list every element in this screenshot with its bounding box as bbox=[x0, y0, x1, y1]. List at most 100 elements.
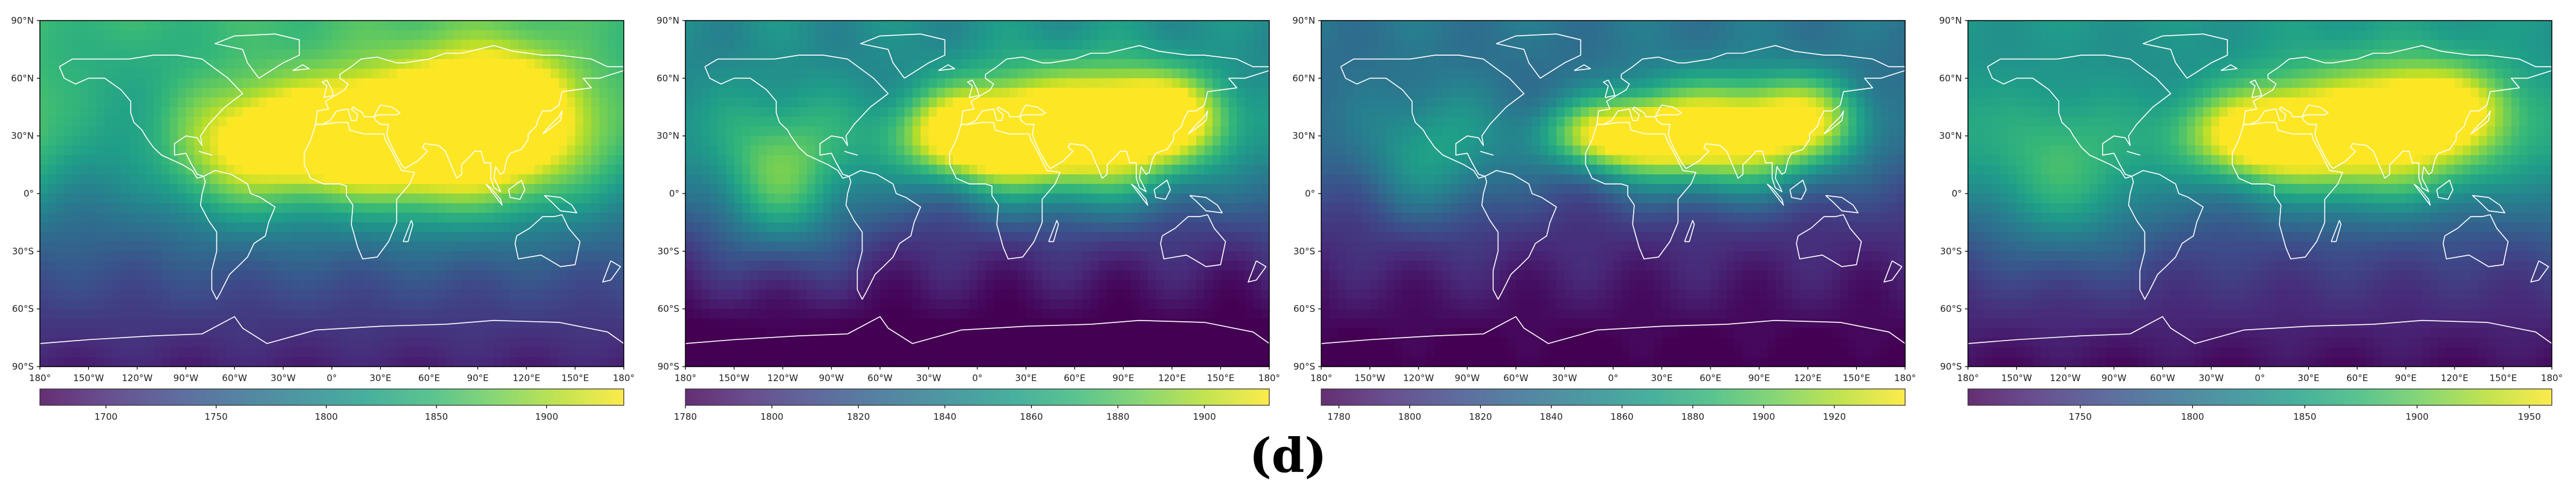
heatmap-cell bbox=[242, 280, 251, 290]
heatmap-cell bbox=[896, 97, 905, 108]
heatmap-cell bbox=[921, 88, 930, 98]
heatmap-cell bbox=[855, 126, 864, 137]
heatmap-cell bbox=[783, 299, 792, 310]
heatmap-cell bbox=[904, 135, 913, 146]
heatmap-cell bbox=[798, 328, 807, 338]
heatmap-cell bbox=[372, 165, 381, 175]
heatmap-cell bbox=[1123, 251, 1132, 261]
heatmap-cell bbox=[494, 39, 503, 50]
heatmap-cell bbox=[421, 78, 430, 88]
heatmap-cell bbox=[242, 165, 251, 175]
heatmap-cell bbox=[453, 135, 462, 146]
heatmap-cell bbox=[1099, 68, 1108, 79]
heatmap-cell bbox=[518, 347, 527, 358]
heatmap-cell bbox=[1261, 116, 1270, 127]
heatmap-cell bbox=[734, 30, 743, 41]
heatmap-cell bbox=[218, 174, 227, 184]
heatmap-cell bbox=[340, 107, 349, 117]
heatmap-cell bbox=[607, 338, 616, 348]
heatmap-cell bbox=[372, 194, 381, 204]
heatmap-cell bbox=[693, 184, 702, 194]
heatmap-cell bbox=[1237, 203, 1246, 214]
heatmap-cell bbox=[1204, 68, 1213, 79]
heatmap-cell bbox=[202, 251, 211, 261]
heatmap-cell bbox=[872, 165, 881, 175]
heatmap-cell bbox=[1034, 126, 1043, 137]
heatmap-cell bbox=[558, 338, 568, 348]
heatmap-cell bbox=[388, 107, 397, 117]
heatmap-cell bbox=[299, 241, 308, 252]
heatmap-cell bbox=[429, 68, 438, 79]
heatmap-cell bbox=[210, 145, 219, 156]
heatmap-cell bbox=[421, 251, 430, 261]
heatmap-cell bbox=[316, 289, 325, 300]
heatmap-cell bbox=[798, 59, 807, 70]
heatmap-cell bbox=[693, 194, 702, 204]
heatmap-cell bbox=[169, 232, 178, 243]
heatmap-cell bbox=[323, 212, 332, 223]
heatmap-cell bbox=[969, 289, 978, 300]
heatmap-cell bbox=[1172, 49, 1181, 60]
heatmap-cell bbox=[121, 222, 130, 233]
heatmap-cell bbox=[1172, 232, 1181, 243]
heatmap-cell bbox=[485, 135, 494, 146]
heatmap-cell bbox=[518, 309, 527, 319]
heatmap-cell bbox=[1220, 21, 1229, 31]
heatmap-cell bbox=[145, 270, 154, 281]
heatmap-cell bbox=[599, 194, 608, 204]
heatmap-cell bbox=[1018, 88, 1027, 98]
heatmap-cell bbox=[1099, 261, 1108, 271]
heatmap-cell bbox=[1172, 280, 1181, 290]
heatmap-cell bbox=[145, 165, 154, 175]
heatmap-cell bbox=[599, 30, 608, 41]
heatmap-cell bbox=[904, 49, 913, 60]
heatmap-cell bbox=[356, 126, 365, 137]
heatmap-cell bbox=[1066, 116, 1075, 127]
heatmap-cell bbox=[445, 203, 454, 214]
heatmap-cell bbox=[961, 21, 970, 31]
heatmap-cell bbox=[413, 49, 422, 60]
heatmap-cell bbox=[242, 241, 251, 252]
heatmap-cell bbox=[348, 155, 357, 165]
heatmap-cell bbox=[567, 328, 576, 338]
heatmap-cell bbox=[961, 194, 970, 204]
heatmap-cell bbox=[283, 174, 292, 184]
heatmap-cell bbox=[1188, 135, 1197, 146]
heatmap-cell bbox=[1083, 59, 1092, 70]
heatmap-cell bbox=[485, 232, 494, 243]
heatmap-cell bbox=[510, 299, 519, 310]
heatmap-cell bbox=[1196, 251, 1205, 261]
heatmap-cell bbox=[485, 241, 494, 252]
heatmap-cell bbox=[1042, 280, 1051, 290]
heatmap-cell bbox=[145, 145, 154, 156]
heatmap-cell bbox=[437, 241, 446, 252]
heatmap-cell bbox=[461, 126, 470, 137]
heatmap-cell bbox=[48, 78, 57, 88]
heatmap-cell bbox=[567, 270, 576, 281]
heatmap-cell bbox=[502, 212, 511, 223]
heatmap-cell bbox=[1131, 155, 1140, 165]
heatmap-cell bbox=[178, 309, 187, 319]
heatmap-cell bbox=[364, 251, 373, 261]
heatmap-cell bbox=[526, 49, 536, 60]
heatmap-cell bbox=[461, 222, 470, 233]
heatmap-cell bbox=[807, 203, 816, 214]
heatmap-cell bbox=[323, 347, 332, 358]
heatmap-cell bbox=[477, 203, 487, 214]
heatmap-cell bbox=[896, 21, 905, 31]
heatmap-cell bbox=[129, 309, 138, 319]
heatmap-cell bbox=[518, 318, 527, 329]
heatmap-cell bbox=[470, 222, 479, 233]
heatmap-cell bbox=[226, 357, 235, 367]
heatmap-cell bbox=[567, 39, 576, 50]
heatmap-cell bbox=[72, 165, 81, 175]
heatmap-cell bbox=[259, 280, 268, 290]
heatmap-cell bbox=[815, 116, 824, 127]
heatmap-cell bbox=[80, 155, 89, 165]
heatmap-cell bbox=[1018, 155, 1027, 165]
heatmap-cell bbox=[1099, 78, 1108, 88]
heatmap-cell bbox=[758, 21, 767, 31]
heatmap-cell bbox=[453, 165, 462, 175]
heatmap-cell bbox=[774, 68, 783, 79]
heatmap-cell bbox=[750, 155, 759, 165]
